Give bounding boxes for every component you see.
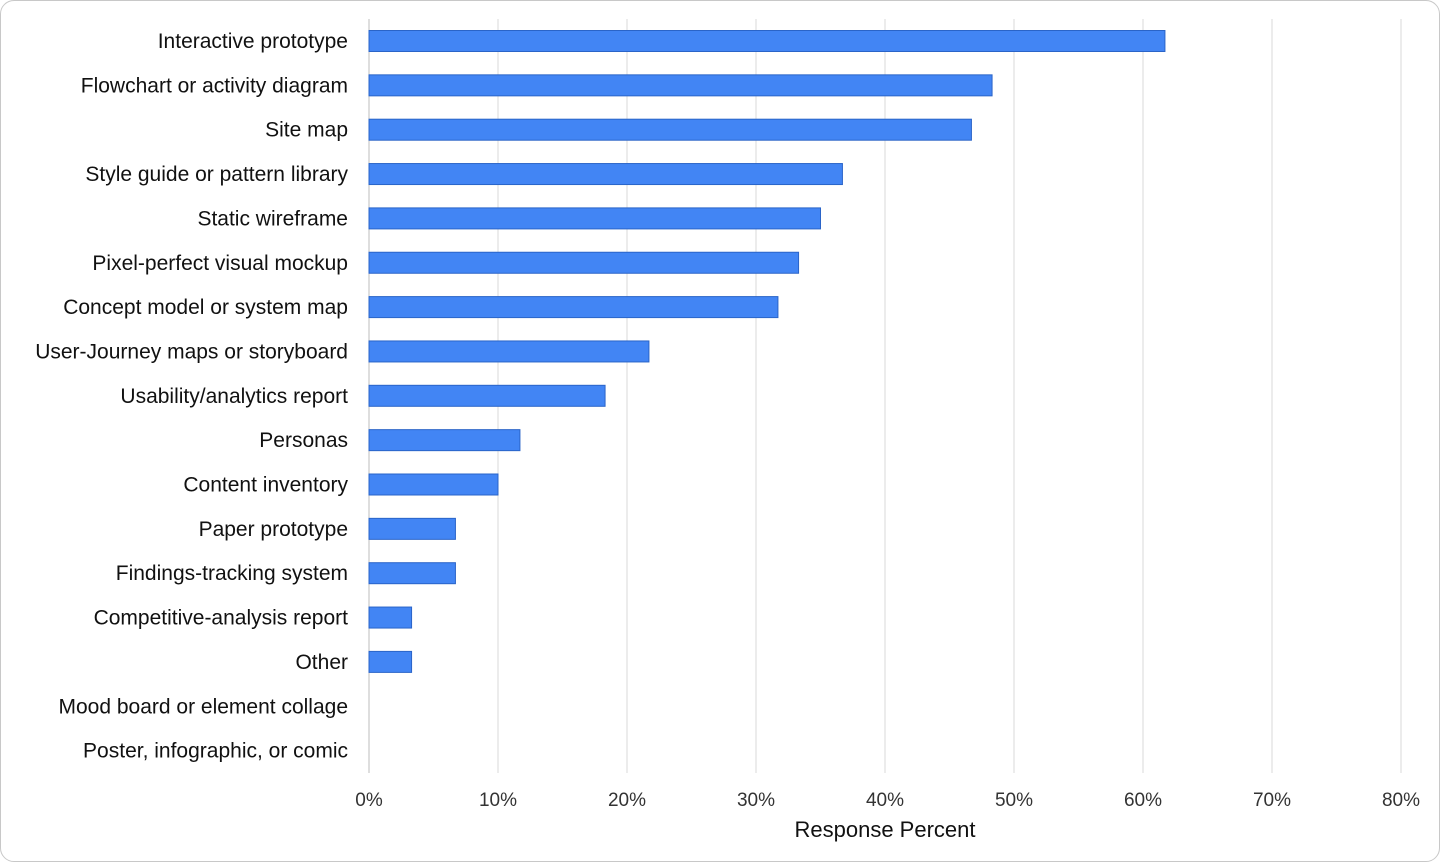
category-label: Findings-tracking system [116,562,348,585]
bar [368,517,456,540]
x-tick-label: 30% [737,790,775,811]
category-label: Style guide or pattern library [85,163,348,186]
bar [368,74,993,97]
bar [368,473,499,496]
category-label: Poster, infographic, or comic [83,740,348,763]
bar [368,429,521,452]
bar [368,650,413,673]
category-label: Paper prototype [199,518,348,541]
category-label: Flowchart or activity diagram [81,74,348,97]
category-label: User-Journey maps or storyboard [35,340,348,363]
category-labels: Interactive prototype Flowchart or activi… [35,30,348,763]
bar [368,118,972,141]
category-label: Usability/analytics report [120,385,348,408]
bar [368,296,779,319]
x-tick-label: 10% [479,790,517,811]
bar [368,163,843,186]
bar [368,606,413,629]
bar [368,562,456,585]
category-label: Other [295,651,348,674]
x-tick-label: 80% [1382,790,1420,811]
category-label: Pixel-perfect visual mockup [92,252,348,275]
x-tick-label: 60% [1124,790,1162,811]
category-label: Site map [265,119,348,142]
category-label: Mood board or element collage [58,695,348,718]
category-label: Interactive prototype [158,30,348,53]
category-label: Personas [259,429,348,452]
x-tick-label: 70% [1253,790,1291,811]
x-tick-labels: 0% 10% 20% 30% 40% 50% 60% 70% 80% [355,790,1420,811]
bar [368,340,650,363]
x-tick-label: 20% [608,790,646,811]
bar [368,30,1166,52]
x-tick-label: 50% [995,790,1033,811]
category-label: Content inventory [183,474,348,497]
gridlines [368,19,1402,773]
x-axis-title: Response Percent [795,817,976,842]
category-label: Static wireframe [197,207,348,230]
bar [368,251,800,274]
category-label: Concept model or system map [63,296,348,319]
category-label: Competitive-analysis report [94,607,349,630]
bar [368,384,606,407]
bars [368,30,1166,673]
x-tick-label: 40% [866,790,904,811]
x-tick-label: 0% [355,790,383,811]
bar [368,207,821,230]
